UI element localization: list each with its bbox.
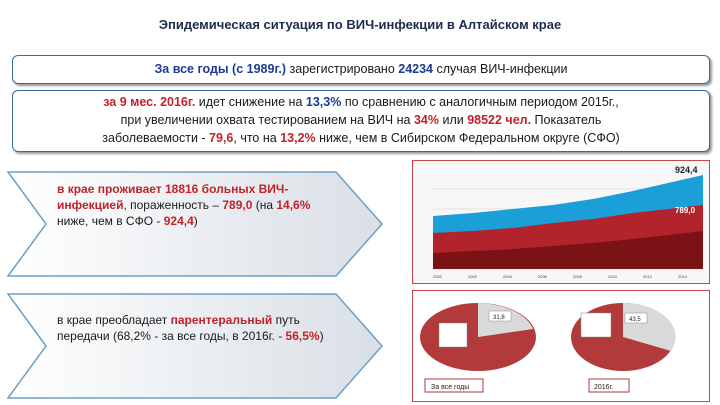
decline-pct: 13,3%: [305, 95, 342, 109]
right-pie-label: 2016г.: [594, 384, 613, 391]
testing-pct: 34%: [413, 113, 439, 127]
svg-text:2014: 2014: [678, 274, 688, 279]
prevalence-text: в крае проживает 18816 больных ВИЧ-инфек…: [57, 182, 311, 228]
total-period: За все годы (с 1989г.): [154, 62, 287, 76]
decline-line-1: за 9 мес. 2016г. идет снижение на 13,3% …: [13, 93, 709, 111]
indicator-text: Показатель: [531, 113, 602, 127]
svg-text:2000: 2000: [433, 274, 443, 279]
left-pie-value: 31,8: [493, 315, 505, 321]
total-count: 24234: [398, 62, 434, 76]
area-label-top: 924,4: [675, 165, 698, 175]
svg-text:2010: 2010: [608, 274, 618, 279]
period-9m: за 9 мес. 2016г.: [103, 95, 196, 109]
transmission-text: в крае преобладает парентеральный путь п…: [57, 313, 324, 343]
total-registered-box: За все годы (с 1989г.) зарегистрировано …: [12, 55, 710, 84]
transmission-pie-charts: 31,8 43,5 За все годы 2016г.: [412, 290, 710, 402]
incidence-area: [433, 231, 703, 269]
decline-line-3: заболеваемости - 79,6, что на 13,2% ниже…: [13, 129, 709, 147]
area-label-mid: 789,0: [675, 206, 696, 215]
chevron-shape-2: [6, 293, 384, 399]
decline-box: за 9 мес. 2016г. идет снижение на 13,3% …: [12, 90, 710, 152]
prevalence-area-chart: 924,4 789,0 2000 2002 2004 2006 2008 2010 20…: [412, 160, 710, 284]
testing-count: 98522 чел.: [467, 113, 532, 127]
incidence-pct: 13,2%: [280, 131, 316, 145]
right-pie-value: 43,5: [629, 317, 641, 323]
decline-line-2: при увеличении охвата тестированием на В…: [13, 111, 709, 129]
left-pie-label: За все годы: [431, 384, 469, 391]
testing-or: или: [438, 113, 468, 127]
incidence-text: заболеваемости -: [102, 131, 210, 145]
svg-text:2008: 2008: [573, 274, 583, 279]
incidence-what: , что на: [233, 131, 281, 145]
decline-compare: по сравнению с аналогичным периодом 2015…: [341, 95, 619, 109]
page-title: Эпидемическая ситуация по ВИЧ-инфекции в…: [158, 17, 562, 32]
total-text-end: случая ВИЧ-инфекции: [433, 62, 568, 76]
testing-text: при увеличении охвата тестированием на В…: [120, 113, 414, 127]
svg-text:2004: 2004: [503, 274, 513, 279]
chevron-shape-1: [6, 171, 384, 277]
svg-text:2006: 2006: [538, 274, 548, 279]
total-text: зарегистрировано: [286, 62, 399, 76]
svg-text:2012: 2012: [643, 274, 653, 279]
decline-text: идет снижение на: [195, 95, 306, 109]
incidence-value: 79,6: [209, 131, 234, 145]
svg-text:2002: 2002: [468, 274, 478, 279]
incidence-sfo: ниже, чем в Сибирском Федеральном округе…: [315, 131, 620, 145]
